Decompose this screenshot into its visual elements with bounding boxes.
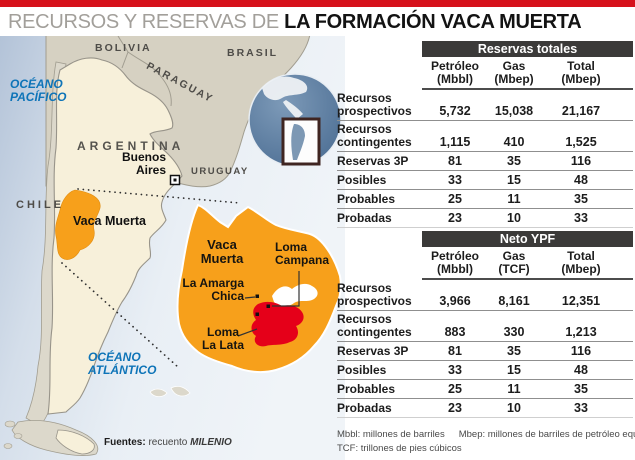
- table-reservas-totales: Reservas totales Petróleo (Mbbl) Gas (Mbep…: [337, 41, 633, 228]
- header-rule: [422, 278, 633, 280]
- table-row: Recursos contingentes 1,115 410 1,525: [337, 121, 633, 152]
- label-argentina: ARGENTINA: [77, 139, 185, 153]
- label-la-amarga-chica: La Amarga Chica: [182, 276, 244, 303]
- argentina-shape: [47, 57, 183, 415]
- label-loma-la-lata: Loma La Lata: [201, 325, 244, 352]
- table-row: Reservas 3P 81 35 116: [337, 342, 633, 361]
- argentina-map: BOLIVIA PARAGUAY BRASIL OCÉANO PACÍFICO …: [0, 36, 345, 460]
- label-oceano-pacifico: OCÉANO PACÍFICO: [10, 77, 67, 104]
- label-brasil: BRASIL: [227, 47, 279, 59]
- south-america-cone: [291, 124, 305, 160]
- table-row: Probables 25 11 35: [337, 380, 633, 399]
- buenos-aires-marker: [169, 174, 181, 186]
- label-buenos-aires: Buenos Aires: [121, 150, 166, 177]
- loma-la-lata-marker: [255, 312, 259, 316]
- table-row: Posibles 33 15 48: [337, 361, 633, 380]
- table-header-row: Petróleo (Mbbl) Gas (Mbep) Total (Mbep): [337, 60, 633, 86]
- data-tables: Reservas totales Petróleo (Mbbl) Gas (Mbep…: [335, 0, 635, 460]
- page-title: RECURSOS Y RESERVAS DE LA FORMACIÓN VACA…: [8, 11, 582, 34]
- table-row: Probadas 23 10 33: [337, 209, 633, 228]
- label-bolivia: BOLIVIA: [95, 42, 152, 54]
- falkland-islands-shape: [149, 385, 191, 398]
- source-credit: Fuentes: recuento MILENIO: [104, 437, 232, 448]
- label-uruguay: URUGUAY: [191, 166, 249, 177]
- la-amarga-chica-field-shape: [272, 283, 318, 306]
- title-bold: LA FORMACIÓN VACA MUERTA: [284, 11, 582, 33]
- loma-campana-marker: [266, 304, 270, 308]
- country-borders: [117, 36, 172, 107]
- label-loma-campana: Loma Campana: [275, 240, 330, 267]
- top-accent-bar: [0, 0, 635, 7]
- table-row: Recursos prospectivos 5,732 15,038 21,16…: [337, 90, 633, 121]
- map-canvas: [0, 36, 345, 460]
- zoom-region-shape: [176, 203, 342, 374]
- globe-inset-icon: [248, 73, 342, 167]
- col-gas: Gas (Mbep): [494, 59, 534, 86]
- table-row: Reservas 3P 81 35 116: [337, 152, 633, 171]
- header-rule: [422, 88, 633, 90]
- dotted-connector-bottom: [61, 262, 179, 368]
- table-title-reservas-totales: Reservas totales: [422, 41, 633, 57]
- dotted-connector-top: [77, 188, 241, 204]
- table-row: Recursos contingentes 883 330 1,213: [337, 311, 633, 342]
- lata-connector-line: [237, 328, 258, 337]
- vaca-muerta-region-shape: [55, 189, 101, 260]
- title-light: RECURSOS Y RESERVAS DE: [8, 11, 285, 33]
- footnotes: Mbbl: millones de barriles Mbep: millones…: [337, 428, 635, 456]
- campana-connector-line: [272, 271, 300, 307]
- col-gas: Gas (TCF): [498, 249, 530, 276]
- col-total: Total (Mbep): [561, 249, 601, 276]
- table-neto-ypf: Neto YPF Petróleo (Mbbl) Gas (TCF) Total (M…: [337, 231, 633, 418]
- label-vaca-muerta-zoom: Vaca Muerta: [200, 237, 244, 266]
- col-petroleo: Petróleo (Mbbl): [430, 249, 479, 276]
- footnote-line-1: Mbbl: millones de barriles Mbep: millones…: [337, 429, 635, 440]
- table-header-row: Petróleo (Mbbl) Gas (TCF) Total (Mbep): [337, 250, 633, 276]
- table-row: Probadas 23 10 33: [337, 399, 633, 418]
- loma-la-lata-field-shape: [251, 301, 304, 347]
- tierra-del-fuego-shape: [3, 420, 99, 457]
- table-title-neto-ypf: Neto YPF: [422, 231, 633, 247]
- label-chile: CHILE: [16, 199, 64, 211]
- table-row: Recursos prospectivos 3,966 8,161 12,351: [337, 280, 633, 311]
- footnote-line-2: TCF: trillones de pies cúbicos: [337, 443, 462, 454]
- label-vaca-muerta-region: Vaca Muerta: [73, 214, 146, 228]
- table-row: Posibles 33 15 48: [337, 171, 633, 190]
- table-row: Probables 25 11 35: [337, 190, 633, 209]
- col-total: Total (Mbep): [561, 59, 601, 86]
- amarga-connector-line: [244, 296, 256, 299]
- col-petroleo: Petróleo (Mbbl): [430, 59, 479, 86]
- amarga-chica-marker: [255, 294, 259, 298]
- label-oceano-atlantico: OCÉANO ATLÁNTICO: [88, 350, 157, 377]
